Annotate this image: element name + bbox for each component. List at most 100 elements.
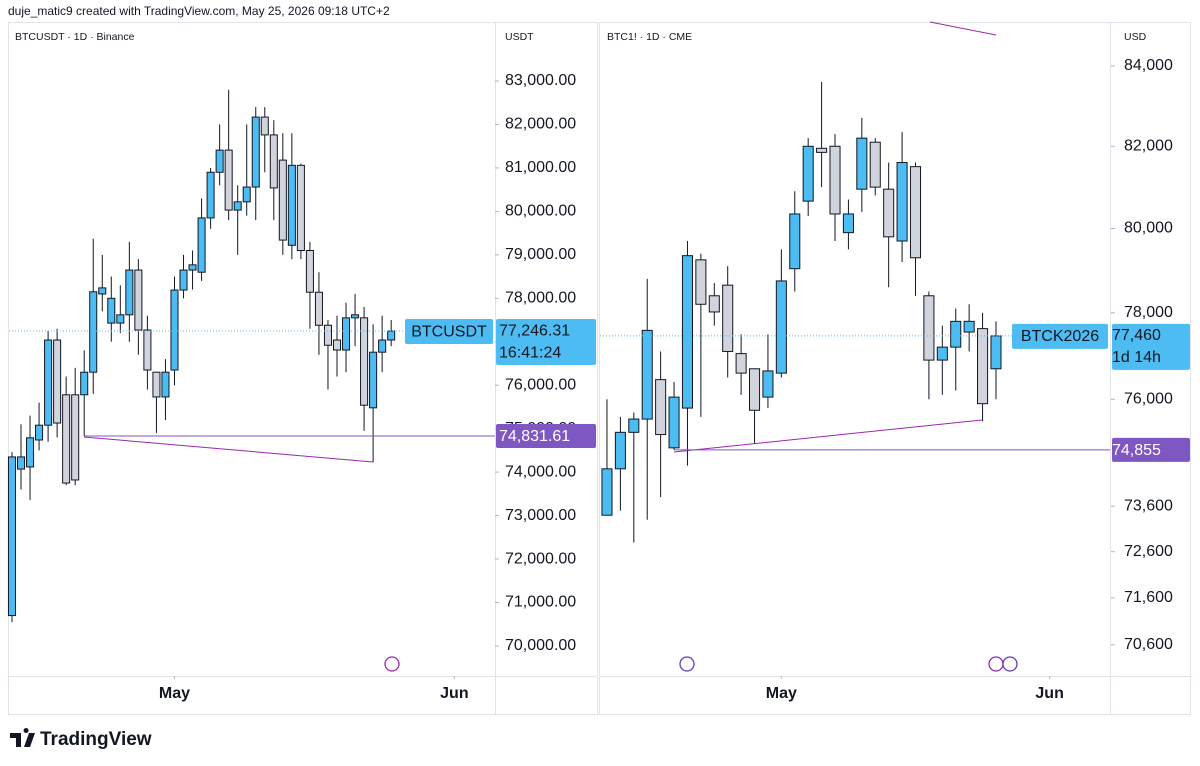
y-tick-label: 76,000.00 (505, 376, 576, 393)
y-tick-label: 80,000.00 (505, 203, 576, 220)
candle-body (35, 424, 44, 441)
candle-body (856, 137, 868, 190)
candle-body (614, 431, 626, 470)
candle-body (7, 456, 17, 617)
right-pane-border (599, 22, 1191, 715)
candle-body (152, 371, 161, 398)
x-tick-label: May (159, 685, 190, 702)
x-tick-label: Jun (1035, 685, 1063, 702)
countdown-label: 1d 14h (1112, 349, 1161, 366)
countdown-label: 16:41:24 (499, 344, 561, 361)
candle-body (332, 339, 342, 351)
event-icons (384, 656, 1018, 672)
candle-body (296, 164, 305, 252)
candle-body (360, 317, 369, 406)
symbol-label: BTCK2026 (1021, 328, 1099, 345)
candle-body (16, 456, 26, 470)
candle-body (842, 213, 854, 234)
trend-line (673, 419, 983, 453)
candle-body (601, 468, 613, 516)
candle-body (44, 339, 53, 426)
candle-body (789, 213, 801, 270)
candle-body (89, 291, 98, 373)
trend-lines (83, 21, 997, 463)
candle-body (206, 171, 215, 219)
candle-body (278, 159, 287, 241)
y-tick-label: 84,000 (1124, 57, 1173, 74)
x-tick-label: May (766, 685, 797, 702)
last-price-label: 77,246.31 (499, 322, 570, 339)
candle-body (802, 145, 814, 202)
candle-body (695, 259, 707, 305)
candle-body (323, 324, 332, 346)
y-tick-label: 72,600 (1124, 543, 1173, 560)
y-tick-label: 76,000 (1124, 391, 1173, 408)
candle-body (722, 284, 734, 352)
candle-body (260, 116, 269, 136)
candle-body (107, 297, 116, 324)
y-tick-label: 73,000.00 (505, 507, 576, 524)
candle-body (990, 335, 1002, 370)
last-price-label: 77,460 (1112, 327, 1161, 344)
level-label: 74,855 (1112, 442, 1161, 459)
candle-body (287, 164, 296, 246)
candle-body (197, 217, 206, 273)
y-tick-label: 83,000.00 (505, 72, 576, 89)
symbol-box (405, 319, 493, 345)
candle-body (351, 314, 360, 319)
candle-body (161, 371, 170, 398)
logo-icon (10, 728, 35, 747)
candle-body (387, 330, 396, 341)
last-price-box (1112, 323, 1190, 370)
candle-body (215, 149, 224, 173)
candle-body (708, 295, 720, 313)
candle-body (98, 287, 107, 295)
y-tick-label: 78,000 (1124, 304, 1173, 321)
candle-body (26, 437, 35, 468)
y-tick-label: 73,600 (1124, 497, 1173, 514)
symbol-label: BTCUSDT (411, 323, 487, 340)
y-tick-label: 82,000 (1124, 137, 1173, 154)
level-label-box (496, 423, 596, 448)
candle-body (762, 370, 774, 398)
y-tick-label: 70,000.00 (505, 637, 576, 654)
candle-body (242, 186, 251, 203)
trend-line (83, 436, 374, 463)
currency-label: USD (1124, 31, 1147, 43)
candle-body (829, 145, 841, 215)
level-label: 74,831.61 (499, 428, 570, 445)
candle-body (71, 394, 80, 481)
y-tick-label: 71,600 (1124, 589, 1173, 606)
candle-body (748, 368, 761, 411)
candle-body (233, 201, 242, 211)
candle-body (134, 269, 143, 331)
candle-body (950, 320, 962, 348)
logo-mark (10, 728, 35, 747)
event-icon (988, 656, 1004, 672)
y-tick-label: 74,000.00 (505, 463, 576, 480)
event-icon (384, 656, 400, 672)
candle-body (314, 291, 323, 326)
candle-body (641, 329, 653, 420)
left-pane-border (8, 22, 598, 715)
candle-body (170, 289, 179, 371)
candle-body (628, 418, 640, 433)
event-icon (679, 656, 695, 672)
candle-body (224, 149, 233, 211)
candle-body (80, 371, 89, 396)
candle-body (369, 351, 378, 409)
logo-text: TradingView (40, 729, 152, 750)
pane-borders (8, 22, 1191, 715)
candle-body (923, 295, 935, 361)
x-tick-label: Jun (440, 685, 468, 702)
candle-body (53, 339, 62, 424)
candle-body (116, 314, 125, 324)
candle-body (963, 320, 975, 333)
candle-body (179, 269, 188, 291)
y-tick-label: 79,000.00 (505, 246, 576, 263)
candle-body (125, 269, 134, 316)
candle-body (378, 339, 387, 353)
candle-body (668, 396, 680, 449)
candle-body (305, 250, 314, 293)
